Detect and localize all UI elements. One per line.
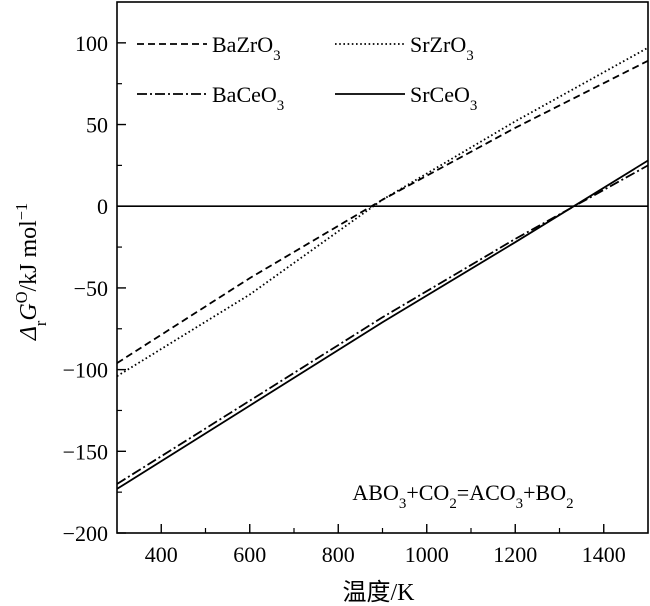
axes: 400 600 800 1000 1200 1400 −200 −150 −100 −50 0 50 1… <box>63 1 649 567</box>
reaction-annotation: ABO3+CO2=ACO3+BO2 <box>352 480 573 512</box>
legend-label-SrCeO3: SrCeO3 <box>410 82 477 114</box>
x-tick-label: 1200 <box>493 542 537 567</box>
series-line-BaCeO3 <box>116 164 649 485</box>
x-tick-label: 400 <box>145 542 178 567</box>
x-tick-label: 1400 <box>582 542 626 567</box>
legend-label-BaCeO3: BaCeO3 <box>212 82 284 114</box>
x-axis-title: 温度/K <box>343 579 416 606</box>
y-tick-label: −200 <box>63 521 108 546</box>
series-lines <box>116 46 649 490</box>
y-tick-label: 0 <box>97 194 108 219</box>
legend-label-SrZrO3: SrZrO3 <box>410 32 474 64</box>
legend-label-BaZrO3: BaZrO3 <box>212 32 281 64</box>
series-line-SrCeO3 <box>116 159 649 490</box>
x-tick-label: 800 <box>322 542 355 567</box>
series-line-SrZrO3 <box>116 46 649 377</box>
x-tick-label: 600 <box>233 542 266 567</box>
legend: BaZrO3 SrZrO3 BaCeO3 SrCeO3 <box>137 32 477 114</box>
plot-frame <box>116 1 649 534</box>
y-axis-title: ΔrGO/kJ mol−1 <box>12 203 50 341</box>
y-tick-label: −50 <box>74 276 108 301</box>
y-tick-label: 50 <box>86 113 108 138</box>
series-line-BaZrO3 <box>116 59 649 364</box>
y-tick-label: 100 <box>75 31 108 56</box>
y-tick-label: −150 <box>63 439 108 464</box>
y-axis-title-group: ΔrGO/kJ mol−1 <box>12 203 50 341</box>
x-tick-label: 1000 <box>405 542 449 567</box>
y-tick-label: −100 <box>63 358 108 383</box>
chart-text: 温度/K ΔrGO/kJ mol−1 ABO3+CO2=ACO3+BO2 <box>12 203 574 606</box>
